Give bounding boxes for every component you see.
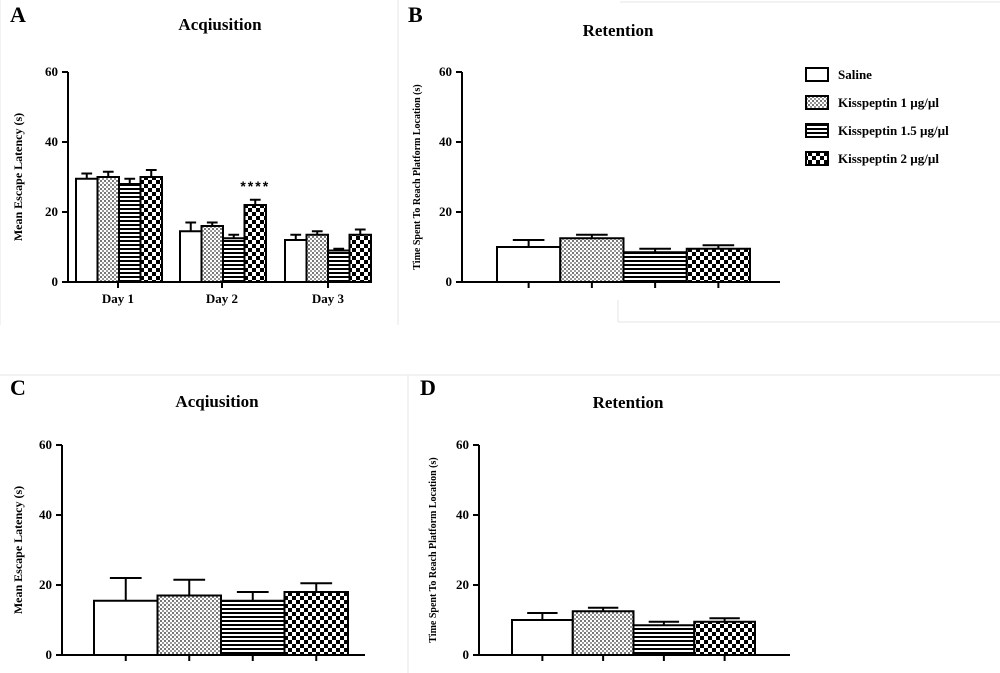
legend: Saline Kisspeptin 1 µg/µl Kisspeptin 1.5 µ… <box>805 67 949 166</box>
panel-b: B Retention 0 20 40 60 Time Spent To Reach Pla… <box>408 2 780 289</box>
bar <box>243 204 267 283</box>
significance-annotation: **** <box>240 178 270 194</box>
bar <box>348 233 372 283</box>
bar <box>327 249 351 283</box>
y-tick-label: 40 <box>45 134 58 149</box>
bar <box>118 183 142 283</box>
y-axis-label: Mean Escape Latency (s) <box>11 486 25 614</box>
bar <box>220 599 286 656</box>
y-axis-label: Mean Escape Latency (s) <box>11 113 25 241</box>
panel-a: A Acqiusition 0 20 40 60 Mean Escape Latency (… <box>10 2 372 306</box>
bar <box>222 237 246 283</box>
x-tick-label: Day 2 <box>206 291 238 306</box>
y-tick-label: 0 <box>46 647 53 662</box>
legend-label: Kisspeptin 1.5 µg/µl <box>838 123 949 138</box>
legend-swatch <box>805 123 829 138</box>
y-tick-label: 40 <box>456 507 469 522</box>
legend-label: Saline <box>838 67 872 82</box>
y-tick-label: 20 <box>439 204 452 219</box>
chart-title: Acqiusition <box>178 15 262 34</box>
bar <box>139 176 163 283</box>
legend-label: Kisspeptin 2 µg/µl <box>838 151 939 166</box>
x-tick-label: Day 1 <box>102 291 134 306</box>
panel-letter: A <box>10 2 26 27</box>
chart-title: Retention <box>583 21 654 40</box>
legend-label: Kisspeptin 1 µg/µl <box>838 95 939 110</box>
bar <box>622 251 688 283</box>
y-axis-label: Time Spent To Reach Platform Location (s… <box>412 84 423 269</box>
bar <box>284 239 308 283</box>
y-tick-label: 20 <box>45 204 58 219</box>
panel-d: D Retention 0 20 40 60 Time Spent To Reach Pla… <box>420 375 790 662</box>
y-tick-label: 60 <box>439 64 452 79</box>
y-tick-label: 0 <box>463 647 470 662</box>
y-tick-label: 60 <box>456 437 469 452</box>
legend-swatch <box>805 67 829 82</box>
panel-letter: D <box>420 375 436 400</box>
panel-letter: B <box>408 2 423 27</box>
y-tick-label: 20 <box>456 577 469 592</box>
bar <box>511 619 574 656</box>
bar <box>559 237 625 283</box>
legend-swatch <box>805 151 829 166</box>
bar <box>75 177 99 283</box>
bar <box>571 610 635 656</box>
bar <box>156 594 222 656</box>
y-tick-label: 40 <box>439 134 452 149</box>
bar <box>200 225 224 283</box>
chart-title: Retention <box>593 393 664 412</box>
bar <box>179 230 203 283</box>
panel-letter: C <box>10 375 26 400</box>
y-tick-label: 0 <box>446 274 453 289</box>
bar <box>693 620 756 656</box>
y-tick-label: 60 <box>39 437 52 452</box>
bar <box>93 599 159 656</box>
bar <box>496 246 562 283</box>
bar <box>685 247 751 283</box>
legend-swatch <box>805 95 829 110</box>
bar <box>283 591 349 656</box>
y-tick-label: 60 <box>45 64 58 79</box>
x-tick-label: Day 3 <box>312 291 345 306</box>
bar <box>305 233 329 283</box>
y-tick-label: 20 <box>39 577 52 592</box>
y-tick-label: 0 <box>52 274 59 289</box>
y-axis-label: Time Spent To Reach Platform Location (s… <box>428 457 439 642</box>
bar <box>632 624 696 656</box>
panel-c: C Acqiusition 0 20 40 60 Mean Escape Latency (… <box>10 375 365 662</box>
y-tick-label: 40 <box>39 507 52 522</box>
chart-title: Acqiusition <box>175 392 259 411</box>
bar <box>96 176 120 283</box>
